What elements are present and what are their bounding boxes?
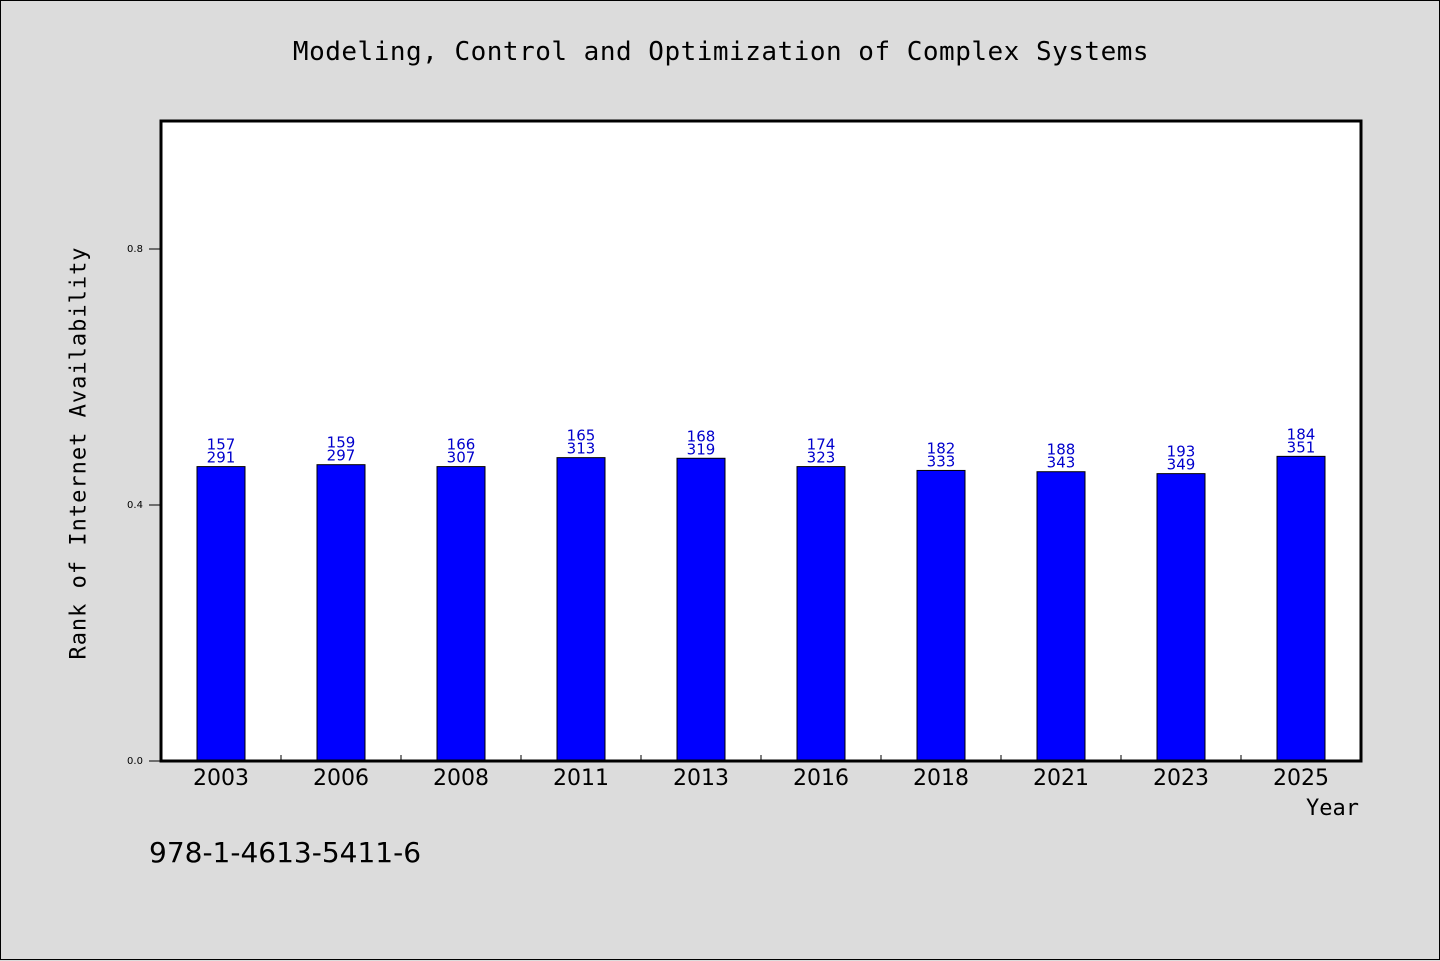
bar (1156, 473, 1206, 762)
bar (436, 466, 486, 762)
data-label-bottom: 333 (927, 452, 956, 470)
bar (796, 466, 846, 762)
data-label-top: 193 (1167, 443, 1196, 461)
data-label-bottom: 343 (1047, 454, 1076, 472)
data-label-bottom: 313 (567, 440, 596, 458)
y-tick-label: 0.0 (127, 756, 143, 767)
bar (196, 466, 246, 762)
data-label-top: 174 (807, 436, 836, 454)
data-label-top: 184 (1287, 425, 1316, 443)
x-tick-label: 2008 (433, 766, 489, 791)
y-tick-label: 0.8 (127, 244, 143, 255)
data-label-top: 157 (207, 436, 236, 454)
x-tick-label: 2016 (793, 766, 849, 791)
x-axis-label: Year (1306, 796, 1359, 821)
x-tick-label: 2021 (1033, 766, 1089, 791)
chart-title: Modeling, Control and Optimization of Co… (292, 37, 1150, 67)
bar (916, 469, 966, 762)
x-tick-label: 2006 (313, 766, 369, 791)
data-label-bottom: 307 (447, 449, 476, 467)
y-tick-label: 0.4 (127, 500, 143, 511)
plot-border (159, 119, 1363, 763)
isbn-footer: 978-1-4613-5411-6 (149, 836, 422, 869)
data-label-top: 188 (1047, 441, 1076, 459)
data-label-bottom: 319 (687, 440, 716, 458)
bar (316, 464, 366, 762)
bar (676, 457, 726, 762)
bar (1036, 471, 1086, 762)
x-tick-label: 2018 (913, 766, 969, 791)
x-tick-label: 2023 (1153, 766, 1209, 791)
data-label-bottom: 351 (1287, 438, 1316, 456)
data-label-top: 165 (567, 427, 596, 445)
data-label-bottom: 349 (1167, 456, 1196, 474)
x-tick-label: 2013 (673, 766, 729, 791)
data-label-top: 182 (927, 439, 956, 457)
x-tick-label: 2003 (193, 766, 249, 791)
x-tick-label: 2011 (553, 766, 609, 791)
data-label-bottom: 323 (807, 449, 836, 467)
x-tick-label: 2025 (1273, 766, 1329, 791)
bar (1276, 455, 1326, 762)
bar (556, 457, 606, 762)
data-label-bottom: 297 (327, 447, 356, 465)
data-label-bottom: 291 (207, 449, 236, 467)
data-label-top: 159 (327, 434, 356, 452)
data-label-top: 168 (687, 427, 716, 445)
data-label-top: 166 (447, 436, 476, 454)
